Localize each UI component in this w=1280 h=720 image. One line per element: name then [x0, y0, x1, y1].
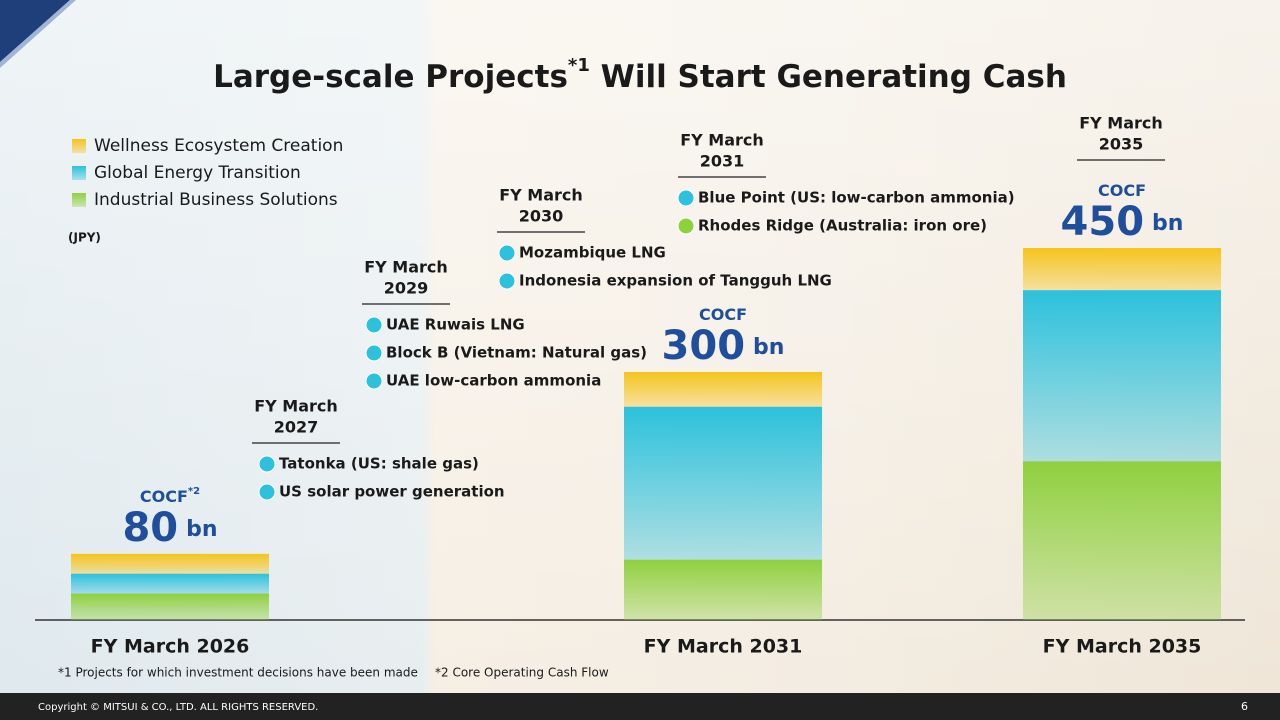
- milestone-heading: 2030: [519, 207, 564, 226]
- bar-segment: [1023, 248, 1221, 291]
- project-name: Block B (Vietnam: Natural gas): [386, 344, 647, 362]
- total-value: 80 bn: [122, 505, 217, 551]
- legend-swatch: [72, 139, 86, 153]
- total-value: 300 bn: [662, 323, 785, 369]
- project-name: UAE Ruwais LNG: [386, 316, 525, 334]
- legend-label: Global Energy Transition: [94, 163, 301, 183]
- total-header: COCF: [699, 305, 747, 324]
- milestone-heading: 2029: [384, 279, 429, 298]
- milestone-heading: 2035: [1099, 135, 1144, 154]
- milestone-heading: FY March: [499, 186, 583, 205]
- legend-label: Wellness Ecosystem Creation: [94, 136, 343, 156]
- project-bullet: [365, 316, 383, 334]
- x-category-label: FY March 2035: [1043, 636, 1202, 658]
- project-name: Indonesia expansion of Tangguh LNG: [519, 272, 832, 290]
- corner-stripe: [0, 0, 76, 68]
- total-unit: bn: [753, 335, 784, 360]
- project-name: US solar power generation: [279, 483, 505, 501]
- project-name: Tatonka (US: shale gas): [279, 455, 479, 473]
- total-unit: bn: [1152, 211, 1183, 236]
- milestone-heading: FY March: [364, 258, 448, 277]
- legend-swatch: [72, 166, 86, 180]
- total-header-text: COCF: [699, 305, 747, 324]
- project-name: Rhodes Ridge (Australia: iron ore): [698, 217, 987, 235]
- milestone-heading: FY March: [680, 131, 764, 150]
- total-number: 300: [662, 323, 746, 369]
- x-category-label: FY March 2026: [91, 636, 250, 658]
- bar-segment: [71, 553, 269, 574]
- milestone-heading: FY March: [1079, 114, 1163, 133]
- project-bullet: [498, 272, 516, 290]
- bar-segment: [1023, 290, 1221, 462]
- x-category-label: FY March 2031: [644, 636, 803, 658]
- title-rest: Will Start Generating Cash: [590, 59, 1067, 95]
- copyright: Copyright © MITSUI & CO., LTD. ALL RIGHT…: [38, 702, 318, 713]
- project-bullet: [677, 189, 695, 207]
- total-header: COCF: [1098, 181, 1146, 200]
- project-name: UAE low-carbon ammonia: [386, 372, 601, 390]
- title-main: Large-scale Projects: [213, 59, 568, 95]
- footer-bar: [0, 693, 1280, 720]
- page-number: 6: [1241, 700, 1248, 713]
- project-name: Blue Point (US: low-carbon ammonia): [698, 189, 1015, 207]
- bar-segment: [624, 559, 822, 620]
- project-bullet: [258, 455, 276, 473]
- bar-segment: [624, 406, 822, 560]
- total-header: COCF*2: [140, 486, 200, 506]
- project-name: Mozambique LNG: [519, 244, 666, 262]
- total-number: 450: [1061, 199, 1145, 245]
- total-number: 80: [122, 505, 178, 551]
- project-bullet: [498, 244, 516, 262]
- total-header-text: COCF: [140, 486, 188, 505]
- milestone-heading: 2027: [274, 418, 319, 437]
- bar-segment: [71, 593, 269, 620]
- project-bullet: [365, 372, 383, 390]
- total-value: 450 bn: [1061, 199, 1184, 245]
- milestone-heading: 2031: [700, 152, 745, 171]
- total-header-text: COCF: [1098, 181, 1146, 200]
- legend-swatch: [72, 193, 86, 207]
- footnote: *2 Core Operating Cash Flow: [435, 666, 609, 680]
- total-header-sup: *2: [188, 486, 200, 497]
- milestone-heading: FY March: [254, 397, 338, 416]
- project-bullet: [365, 344, 383, 362]
- title: Large-scale Projects*1 Will Start Genera…: [213, 55, 1067, 95]
- footnote: *1 Projects for which investment decisio…: [58, 666, 418, 680]
- project-bullet: [677, 217, 695, 235]
- bar-segment: [624, 372, 822, 407]
- bar-segment: [71, 573, 269, 594]
- bar-segment: [1023, 461, 1221, 620]
- legend-label: Industrial Business Solutions: [94, 190, 338, 210]
- total-unit: bn: [186, 517, 217, 542]
- title-sup: *1: [568, 55, 590, 76]
- unit-note: (JPY): [68, 231, 101, 245]
- project-bullet: [258, 483, 276, 501]
